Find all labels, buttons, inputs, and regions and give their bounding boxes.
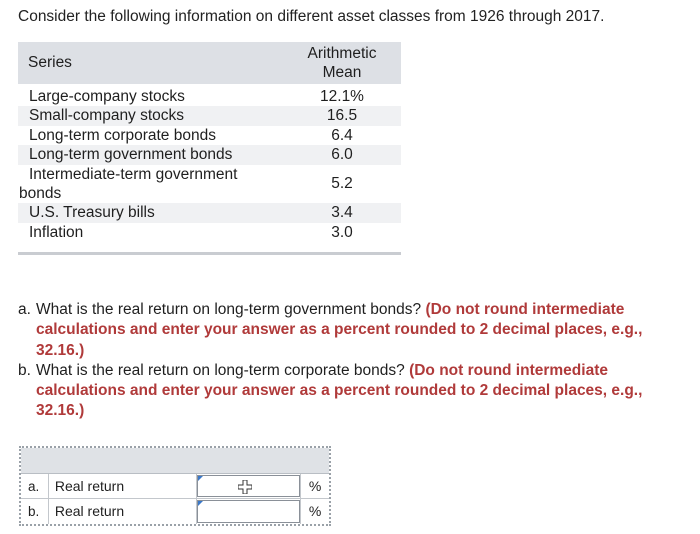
table-row: U.S. Treasury bills 3.4 <box>18 203 401 223</box>
move-cursor-icon <box>237 480 252 494</box>
table-row: Long-term government bonds 6.0 <box>18 145 401 165</box>
answer-table: a. Real return % b. Real return % <box>19 446 331 526</box>
table-row: Inflation 3.0 <box>29 223 353 241</box>
asset-returns-table: Series Arithmetic Mean Large-company sto… <box>18 42 401 256</box>
answer-table-header <box>21 448 329 474</box>
question-a: a. What is the real return on long-term … <box>18 301 643 359</box>
question-b: b. What is the real return on long-term … <box>18 361 643 420</box>
table-row: Small-company stocks 16.5 <box>18 106 401 126</box>
real-return-a-input[interactable] <box>196 475 301 497</box>
table-row: Long-term corporate bonds 6.4 <box>29 126 353 144</box>
header-series: Series <box>28 54 72 71</box>
intro-text: Consider the following information on di… <box>18 8 605 25</box>
answer-row-b: b. Real return % <box>21 499 329 524</box>
real-return-b-input[interactable] <box>196 500 301 523</box>
table-row: Intermediate-term government bonds 5.2 <box>19 165 353 203</box>
questions: a. What is the real return on long-term … <box>18 300 690 422</box>
table-row: Large-company stocks 12.1% <box>29 88 364 105</box>
table-header: Series Arithmetic Mean <box>18 42 401 84</box>
header-arithmetic-mean: Arithmetic Mean <box>307 45 377 81</box>
answer-row-a: a. Real return % <box>21 474 329 499</box>
